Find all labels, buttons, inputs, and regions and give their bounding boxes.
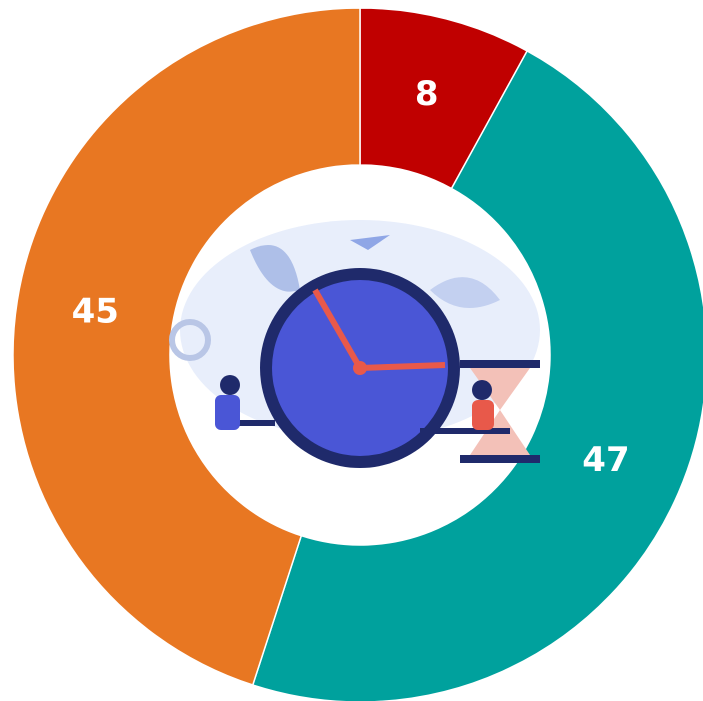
value-label: 47 (582, 440, 629, 480)
labels: 8 47 45 (72, 74, 630, 480)
value-label: 8 (415, 74, 439, 114)
center-illustration (169, 165, 550, 545)
slices (12, 7, 703, 701)
value-label: 45 (72, 292, 119, 332)
